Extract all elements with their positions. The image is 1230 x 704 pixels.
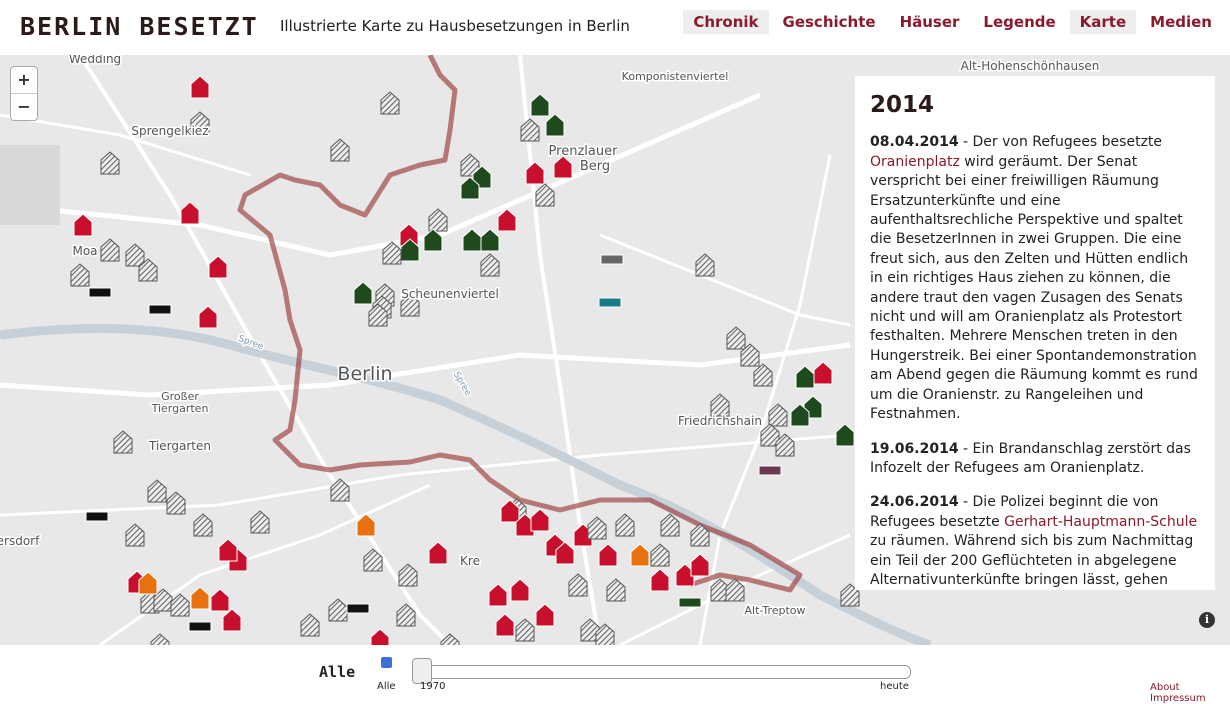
info-button[interactable]: i bbox=[1199, 612, 1215, 628]
symbol-marker bbox=[678, 597, 702, 608]
zoom-control: + − bbox=[10, 66, 38, 121]
about-link[interactable]: About bbox=[1150, 682, 1180, 693]
map-label: Tiergarten bbox=[151, 402, 209, 415]
nav: Chronik Geschichte Häuser Legende Karte … bbox=[679, 10, 1222, 34]
entry-text: - Ein Brandanschlag zerstört das Infozel… bbox=[870, 440, 1191, 476]
entry: 08.04.2014 - Der von Refugees besetzte O… bbox=[870, 133, 1200, 424]
entry-link[interactable]: Oranienplatz bbox=[870, 153, 960, 170]
nav-link[interactable]: Häuser bbox=[899, 13, 960, 31]
map-label: Prenzlauer bbox=[549, 144, 619, 159]
map-label: Alt-Hohenschönhausen bbox=[961, 59, 1100, 73]
entry-link[interactable]: Gerhart-Hauptmann-Schule bbox=[1004, 513, 1198, 530]
entry-text: wird geräumt. Der Senat verspricht bei e… bbox=[870, 153, 1198, 423]
checkbox[interactable] bbox=[381, 657, 392, 668]
symbol-marker bbox=[598, 297, 622, 308]
entry-text: zu räumen. Während sich bis zum Nachmitt… bbox=[870, 533, 1194, 588]
slider-thumb[interactable] bbox=[412, 658, 432, 684]
map-label: Kre bbox=[460, 554, 480, 568]
map-labels: Wedding Komponistenviertel Alt-Hohenschönh… bbox=[0, 55, 1101, 619]
symbol-marker bbox=[346, 603, 370, 614]
entry: 24.06.2014 - Die Polizei beginnt die von… bbox=[870, 493, 1200, 590]
entry-date: 08.04.2014 bbox=[870, 134, 959, 151]
map-label: Alt-Treptow bbox=[744, 604, 805, 617]
berlin-wall bbox=[237, 55, 803, 593]
map-label: ersdorf bbox=[0, 534, 40, 548]
chronicle-panel: 2014 08.04.2014 - Der von Refugees beset… bbox=[855, 76, 1215, 590]
map-label: Berlin bbox=[337, 363, 392, 385]
symbol-marker bbox=[148, 304, 172, 315]
symbol-marker bbox=[600, 254, 624, 265]
map-label: Großer bbox=[161, 390, 199, 403]
slider-start: 1970 bbox=[420, 681, 446, 692]
markers bbox=[70, 75, 860, 645]
filter-label: Alle bbox=[319, 663, 356, 681]
subtitle: Illustrierte Karte zu Hausbesetzungen in… bbox=[280, 17, 630, 35]
rail-area bbox=[0, 145, 60, 225]
entry: 19.06.2014 - Ein Brandanschlag zerstört … bbox=[870, 440, 1200, 479]
footer: Alle Alle 1970 heute About Impressum bbox=[0, 645, 1230, 704]
entry-text: - Der von Refugees besetzte bbox=[958, 134, 1163, 151]
symbol-marker bbox=[88, 287, 112, 298]
zoom-out[interactable]: − bbox=[11, 93, 37, 120]
nav-link[interactable]: Legende bbox=[983, 13, 1056, 31]
header: BERLIN BESETZT Illustrierte Karte zu Hau… bbox=[0, 0, 1230, 55]
footer-links: About Impressum bbox=[1150, 682, 1230, 704]
symbol-marker bbox=[188, 621, 212, 632]
slider-track[interactable] bbox=[414, 665, 911, 679]
nav-link[interactable]: Medien bbox=[1150, 13, 1212, 31]
nav-link[interactable]: Karte bbox=[1069, 10, 1137, 34]
map-label: Friedrichshain bbox=[678, 414, 762, 428]
map-label: Moa bbox=[72, 244, 97, 258]
symbol-marker bbox=[85, 511, 109, 522]
entry-date: 24.06.2014 bbox=[870, 494, 959, 511]
entries: 08.04.2014 - Der von Refugees besetzte O… bbox=[870, 133, 1200, 590]
map-label: Berg bbox=[580, 159, 610, 174]
nav-link[interactable]: Chronik bbox=[683, 10, 769, 34]
symbol-marker bbox=[758, 465, 782, 476]
nav-link[interactable]: Geschichte bbox=[782, 13, 876, 31]
panel-year: 2014 bbox=[870, 92, 935, 118]
site-title[interactable]: BERLIN BESETZT bbox=[20, 12, 259, 41]
map-label: Wedding bbox=[69, 55, 121, 66]
entry-date: 19.06.2014 bbox=[870, 440, 959, 457]
map-label: Komponistenviertel bbox=[622, 70, 729, 83]
checkbox-label: Alle bbox=[377, 681, 396, 692]
map-label: Scheunenviertel bbox=[401, 287, 499, 301]
slider-end: heute bbox=[880, 681, 909, 692]
entry-text: - Die Polizei beginnt die von Refugees b… bbox=[870, 494, 1159, 530]
map-label: Tiergarten bbox=[148, 439, 211, 453]
river bbox=[0, 323, 932, 645]
map-label: Sprengelkiez bbox=[131, 124, 208, 138]
zoom-in[interactable]: + bbox=[17, 70, 31, 89]
